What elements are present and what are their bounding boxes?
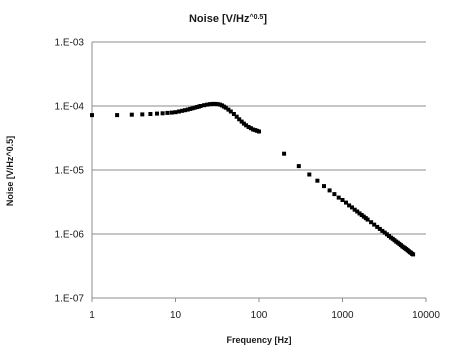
gridlines bbox=[92, 41, 426, 235]
data-point bbox=[217, 102, 222, 107]
data-point bbox=[352, 207, 357, 212]
data-point bbox=[155, 111, 159, 116]
data-point bbox=[223, 105, 228, 110]
data-point bbox=[315, 178, 320, 183]
y-tick-label: 1.E-06 bbox=[55, 230, 85, 241]
data-point bbox=[198, 104, 203, 108]
data-point bbox=[226, 107, 231, 112]
data-point bbox=[165, 110, 170, 115]
y-tick-labels: 1.E-07 1.E-06 1.E-05 1.E-04 1.E-03 bbox=[55, 38, 85, 305]
data-point bbox=[185, 107, 190, 112]
chart-title-suffix: ] bbox=[263, 13, 267, 25]
data-point bbox=[177, 109, 181, 114]
chart-title: Noise [V/Hz^0.5] bbox=[189, 13, 267, 26]
data-point bbox=[336, 195, 341, 200]
data-point bbox=[190, 106, 195, 111]
x-tick-label: 10000 bbox=[412, 310, 440, 321]
data-point bbox=[296, 164, 301, 169]
x-axis-title: Frequency [Hz] bbox=[226, 335, 291, 345]
data-point bbox=[90, 113, 94, 118]
data-point bbox=[180, 108, 185, 113]
data-point bbox=[282, 151, 287, 156]
data-point bbox=[208, 102, 213, 107]
data-point bbox=[375, 224, 380, 229]
data-points bbox=[90, 101, 416, 257]
data-point bbox=[257, 129, 261, 134]
y-tick-label: 1.E-04 bbox=[55, 102, 85, 113]
data-point bbox=[377, 226, 382, 231]
data-point bbox=[359, 213, 364, 217]
data-point bbox=[202, 103, 207, 108]
data-point bbox=[332, 192, 337, 197]
chart-title-superscript: ^0.5 bbox=[250, 13, 264, 21]
data-point bbox=[215, 102, 220, 107]
data-point bbox=[372, 222, 377, 227]
data-point bbox=[384, 232, 389, 237]
data-point bbox=[340, 198, 345, 202]
data-point bbox=[365, 217, 370, 222]
data-point bbox=[344, 200, 348, 205]
data-point bbox=[244, 123, 249, 128]
data-point bbox=[169, 110, 174, 115]
data-point bbox=[246, 125, 251, 129]
data-point bbox=[148, 112, 153, 116]
data-point bbox=[183, 108, 187, 113]
y-tick-label: 1.E-07 bbox=[55, 294, 85, 305]
data-point bbox=[210, 101, 215, 106]
data-point bbox=[228, 109, 233, 114]
data-point bbox=[192, 105, 197, 110]
chart-title-main: Noise [V/Hz bbox=[189, 13, 250, 25]
data-point bbox=[355, 209, 360, 214]
x-tick-label: 10 bbox=[170, 310, 182, 321]
data-point bbox=[115, 113, 120, 118]
data-point bbox=[173, 110, 178, 115]
data-point bbox=[307, 172, 312, 177]
data-point bbox=[205, 102, 210, 107]
x-tick-labels: 1 10 100 1000 10000 bbox=[89, 310, 440, 321]
x-tick-label: 1000 bbox=[331, 310, 354, 321]
data-point bbox=[380, 228, 385, 233]
data-point bbox=[327, 188, 332, 193]
data-point bbox=[239, 119, 244, 124]
data-point bbox=[213, 101, 218, 106]
data-point bbox=[234, 114, 239, 119]
data-point bbox=[237, 117, 242, 122]
axes bbox=[91, 42, 427, 302]
data-point bbox=[241, 121, 246, 126]
data-point bbox=[350, 205, 354, 210]
data-point bbox=[357, 211, 362, 216]
data-point bbox=[129, 112, 134, 117]
x-tick-label: 1 bbox=[89, 310, 95, 321]
data-point bbox=[248, 126, 253, 131]
data-point bbox=[382, 230, 387, 235]
data-point bbox=[140, 112, 145, 117]
x-tick-label: 100 bbox=[251, 310, 268, 321]
data-point bbox=[347, 203, 352, 208]
data-point bbox=[369, 220, 374, 225]
data-point bbox=[322, 184, 326, 189]
data-point bbox=[411, 252, 416, 257]
data-point bbox=[188, 106, 193, 111]
data-point bbox=[251, 127, 256, 132]
data-point bbox=[231, 112, 236, 116]
y-axis-title: Noise [V/Hz^0.5] bbox=[5, 136, 15, 206]
data-point bbox=[160, 111, 165, 116]
y-tick-label: 1.E-05 bbox=[55, 166, 85, 177]
y-tick-label: 1.E-03 bbox=[55, 38, 85, 49]
